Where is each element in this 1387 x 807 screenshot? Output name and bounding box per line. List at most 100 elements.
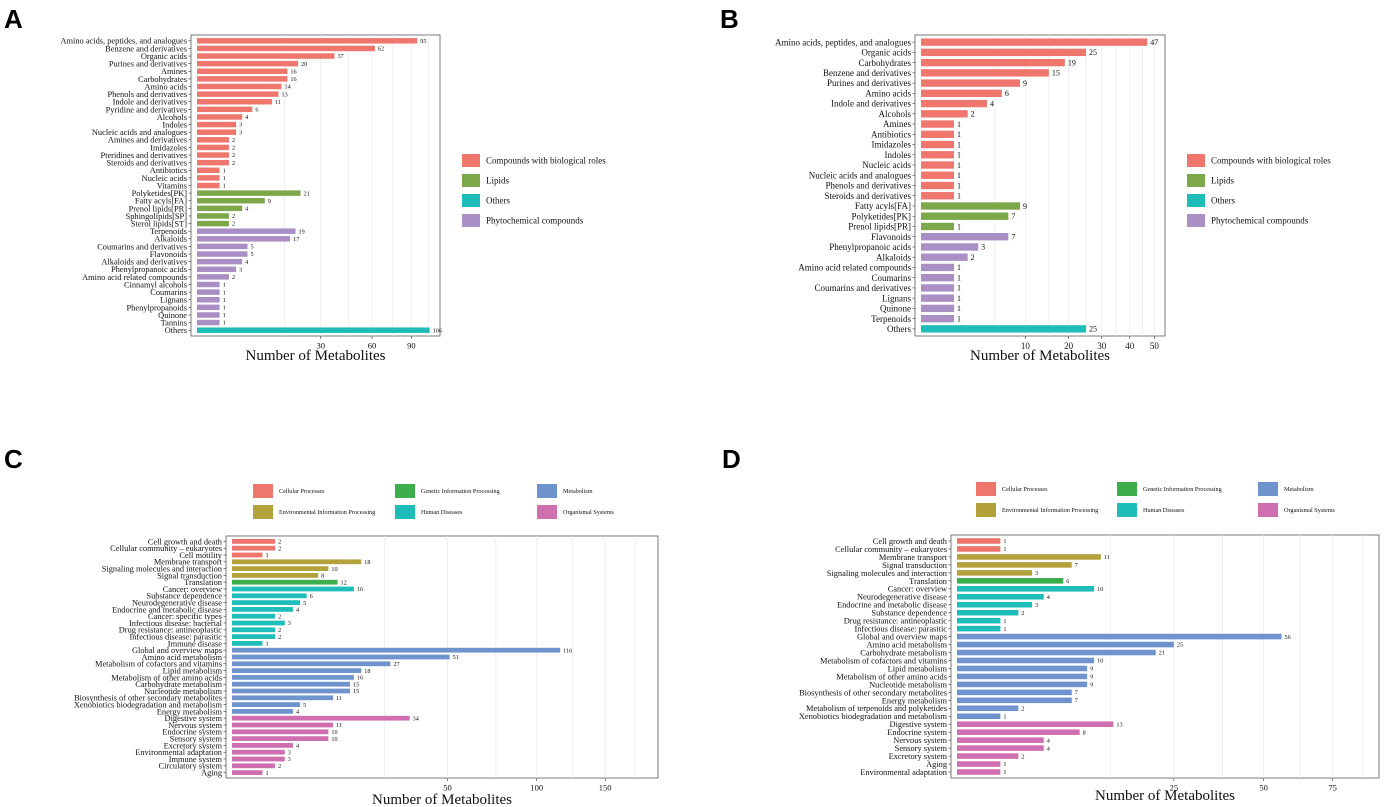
data-label: 6	[1005, 89, 1009, 98]
category-label: Flavonoids	[150, 250, 187, 259]
bar	[957, 761, 1001, 767]
category-label: Amines and derivatives	[108, 136, 187, 145]
bar	[232, 613, 276, 619]
legend-swatch	[537, 484, 557, 498]
category-label: Endocrine system	[162, 728, 222, 737]
data-label: 10	[1097, 658, 1103, 665]
legend: Compounds with biological roles Lipids Oth…	[1187, 154, 1331, 227]
legend-label: Environmental Information Processing	[279, 509, 375, 516]
bar	[197, 190, 301, 196]
legend-swatch	[1117, 503, 1137, 517]
bar	[232, 634, 276, 639]
data-label: 1	[957, 304, 961, 313]
bar	[957, 554, 1101, 560]
bar	[957, 609, 1019, 616]
bar	[957, 633, 1282, 640]
bar	[957, 737, 1044, 743]
bar	[197, 91, 279, 97]
data-label: 9	[1023, 79, 1027, 88]
category-label: Cell growth and death	[148, 537, 223, 546]
legend-swatch	[1187, 154, 1205, 167]
category-label: Amino acids, peptides, and analogues	[60, 37, 187, 46]
category-label: Cancer: overview	[888, 585, 948, 594]
category-label: Amino acid metabolism	[867, 640, 948, 649]
category-label: Pyridine and derivatives	[106, 105, 187, 114]
data-label: 25	[1089, 48, 1097, 57]
bar	[197, 106, 253, 113]
category-label: Amino acid related compounds	[82, 273, 187, 282]
bar	[197, 274, 229, 280]
data-label: 10	[1097, 586, 1103, 593]
bar	[921, 130, 955, 138]
category-label: Digestive system	[165, 714, 223, 723]
data-label: 2	[278, 539, 281, 546]
x-tick-label: 150	[599, 783, 612, 793]
data-label: 16	[357, 586, 363, 593]
bar	[921, 69, 1049, 77]
x-tick-label: 75	[1328, 783, 1337, 793]
bar	[232, 579, 338, 585]
category-label: Membrane transport	[154, 558, 223, 567]
category-label: Phenylpropanoic acids	[111, 265, 187, 274]
data-label: 14	[285, 84, 291, 91]
category-label: Nucleotide metabolism	[144, 687, 222, 696]
data-label: 1	[957, 171, 961, 180]
legend-label: Human Diseases	[421, 509, 463, 516]
bar	[232, 573, 319, 578]
x-axis-title: Number of Metabolites	[970, 348, 1110, 364]
bar	[232, 756, 285, 762]
data-label: 2	[1021, 610, 1024, 617]
category-label: Substance dependence	[871, 609, 947, 618]
bar	[957, 625, 1001, 632]
bar	[232, 641, 263, 646]
data-label: 2	[971, 110, 975, 119]
data-label: 1	[1003, 626, 1006, 633]
category-label: Purines and derivatives	[109, 60, 187, 69]
x-axis-title: Number of Metabolites	[372, 792, 512, 807]
data-label: 1	[265, 641, 268, 648]
bar	[197, 258, 243, 265]
category-label: Environmental adaptation	[135, 748, 223, 757]
x-axis-title: Number of Metabolites	[246, 348, 386, 364]
legend-label: Genetic Information Processing	[421, 488, 500, 495]
data-label: 1	[265, 770, 268, 777]
data-label: 1	[223, 289, 226, 296]
bar	[957, 705, 1019, 712]
data-label: 1	[957, 314, 961, 323]
category-label: Benzene and derivatives	[105, 44, 187, 53]
data-label: 1	[1003, 538, 1006, 545]
category-label: Translation	[184, 578, 223, 587]
bar	[232, 607, 293, 612]
category-label: Benzene and derivatives	[823, 68, 911, 78]
data-label: 10	[331, 736, 337, 743]
legend-swatch	[462, 194, 480, 207]
data-label: 4	[296, 607, 299, 614]
bar	[232, 545, 276, 551]
category-label: Biosynthesis of other secondary metaboli…	[74, 694, 222, 703]
category-label: Sensory system	[895, 744, 948, 753]
data-label: 6	[310, 593, 313, 600]
bar	[921, 181, 955, 190]
legend-label: Lipids	[486, 176, 509, 186]
data-label: 1	[1003, 618, 1006, 625]
category-label: Signal transduction	[882, 561, 948, 570]
category-label: Imidazoles	[150, 143, 187, 152]
data-label: 2	[232, 145, 235, 152]
data-label: 1	[957, 130, 961, 139]
category-label: Polyketides[PK]	[852, 211, 912, 221]
category-label: Amines	[883, 119, 911, 129]
bar	[197, 205, 243, 212]
bar	[232, 586, 354, 592]
category-label: Substance dependence	[146, 592, 222, 601]
category-label: Cell motility	[179, 551, 222, 560]
bar	[957, 721, 1114, 728]
x-tick-label: 25	[1170, 783, 1179, 793]
category-label: Metabolism of cofactors and vitamins	[95, 660, 222, 669]
data-label: 34	[413, 715, 419, 722]
category-label: Coumarins	[872, 273, 912, 283]
bar	[232, 675, 354, 680]
legend-swatch	[395, 505, 415, 519]
data-label: 1	[223, 320, 226, 327]
category-label: Indole and derivatives	[113, 98, 187, 107]
data-label: 2	[1021, 705, 1024, 712]
